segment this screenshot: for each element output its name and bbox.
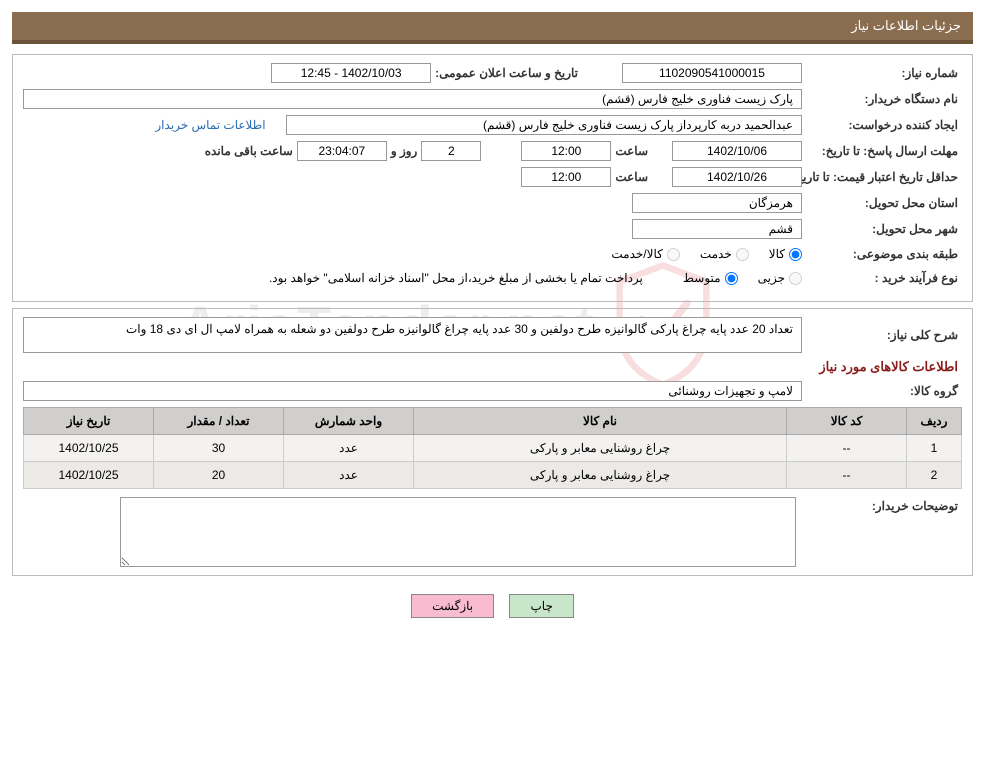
cell-name: چراغ روشنایی معابر و پارکی	[414, 435, 787, 462]
buyer-notes-label: توضیحات خریدار:	[802, 497, 962, 515]
cell-date: 1402/10/25	[24, 435, 154, 462]
items-table: ردیف کد کالا نام کالا واحد شمارش تعداد /…	[23, 407, 962, 489]
cell-qty: 30	[154, 435, 284, 462]
medium-radio[interactable]	[725, 272, 738, 285]
need-no-label: شماره نیاز:	[802, 64, 962, 82]
days-and-label: روز و	[387, 142, 422, 160]
medium-radio-label: متوسط	[683, 271, 721, 285]
quote-date-field: 1402/10/26	[672, 167, 802, 187]
partial-radio[interactable]	[789, 272, 802, 285]
subject-class-label: طبقه بندی موضوعی:	[802, 245, 962, 263]
goods-service-radio-label: کالا/خدمت	[611, 247, 662, 261]
goods-group-label: گروه کالا:	[802, 382, 962, 400]
hour-label-1: ساعت	[611, 142, 652, 160]
partial-radio-label: جزیی	[758, 271, 785, 285]
quote-valid-label: حداقل تاریخ اعتبار قیمت: تا تاریخ:	[802, 168, 962, 186]
announce-dt-label: تاریخ و ساعت اعلان عمومی:	[431, 64, 582, 82]
table-row: 2 -- چراغ روشنایی معابر و پارکی عدد 20 1…	[24, 462, 962, 489]
goods-group-field: لامپ و تجهیزات روشنائی	[23, 381, 802, 401]
th-date: تاریخ نیاز	[24, 408, 154, 435]
service-radio[interactable]	[736, 248, 749, 261]
hour-label-2: ساعت	[611, 168, 652, 186]
city-label: شهر محل تحویل:	[802, 220, 962, 238]
cell-code: --	[787, 462, 907, 489]
cell-row: 1	[907, 435, 962, 462]
requester-field: عبدالحمید دربه کارپرداز پارک زیست فناوری…	[286, 115, 802, 135]
buyer-org-field: پارک زیست فناوری خلیج فارس (قشم)	[23, 89, 802, 109]
button-bar: چاپ بازگشت	[12, 586, 973, 626]
cell-code: --	[787, 435, 907, 462]
items-section-header: اطلاعات کالاهای مورد نیاز	[27, 359, 958, 375]
th-code: کد کالا	[787, 408, 907, 435]
buyer-org-label: نام دستگاه خریدار:	[802, 90, 962, 108]
cell-row: 2	[907, 462, 962, 489]
title-bar: جزئیات اطلاعات نیاز	[12, 12, 973, 44]
th-row: ردیف	[907, 408, 962, 435]
goods-service-radio[interactable]	[667, 248, 680, 261]
need-no-field: 1102090541000015	[622, 63, 802, 83]
quote-time-field: 12:00	[521, 167, 611, 187]
contact-info-link[interactable]: اطلاعات تماس خریدار	[155, 118, 265, 132]
announce-dt-field: 1402/10/03 - 12:45	[271, 63, 431, 83]
cell-qty: 20	[154, 462, 284, 489]
cell-unit: عدد	[284, 462, 414, 489]
needs-panel: شرح کلی نیاز: تعداد 20 عدد پایه چراغ پار…	[12, 308, 973, 576]
province-label: استان محل تحویل:	[802, 194, 962, 212]
goods-radio[interactable]	[789, 248, 802, 261]
time-left-field: 23:04:07	[297, 141, 387, 161]
payment-note-text: پرداخت تمام یا بخشی از مبلغ خرید،از محل …	[269, 271, 643, 285]
print-button[interactable]: چاپ	[509, 594, 573, 618]
city-field: قشم	[632, 219, 802, 239]
th-name: نام کالا	[414, 408, 787, 435]
th-qty: تعداد / مقدار	[154, 408, 284, 435]
need-desc-field: تعداد 20 عدد پایه چراغ پارکی گالوانیزه ط…	[23, 317, 802, 353]
cell-date: 1402/10/25	[24, 462, 154, 489]
info-panel: شماره نیاز: 1102090541000015 تاریخ و ساع…	[12, 54, 973, 302]
service-radio-label: خدمت	[700, 247, 732, 261]
goods-radio-label: کالا	[769, 247, 785, 261]
requester-label: ایجاد کننده درخواست:	[802, 116, 962, 134]
hours-left-label: ساعت باقی مانده	[201, 142, 297, 160]
province-field: هرمزگان	[632, 193, 802, 213]
table-row: 1 -- چراغ روشنایی معابر و پارکی عدد 30 1…	[24, 435, 962, 462]
proc-type-label: نوع فرآیند خرید :	[802, 269, 962, 287]
cell-unit: عدد	[284, 435, 414, 462]
reply-time-field: 12:00	[521, 141, 611, 161]
need-desc-label: شرح کلی نیاز:	[802, 326, 962, 344]
days-left-field: 2	[421, 141, 481, 161]
reply-deadline-label: مهلت ارسال پاسخ: تا تاریخ:	[802, 142, 962, 160]
reply-date-field: 1402/10/06	[672, 141, 802, 161]
th-unit: واحد شمارش	[284, 408, 414, 435]
buyer-notes-textarea[interactable]	[120, 497, 796, 567]
cell-name: چراغ روشنایی معابر و پارکی	[414, 462, 787, 489]
back-button[interactable]: بازگشت	[411, 594, 494, 618]
